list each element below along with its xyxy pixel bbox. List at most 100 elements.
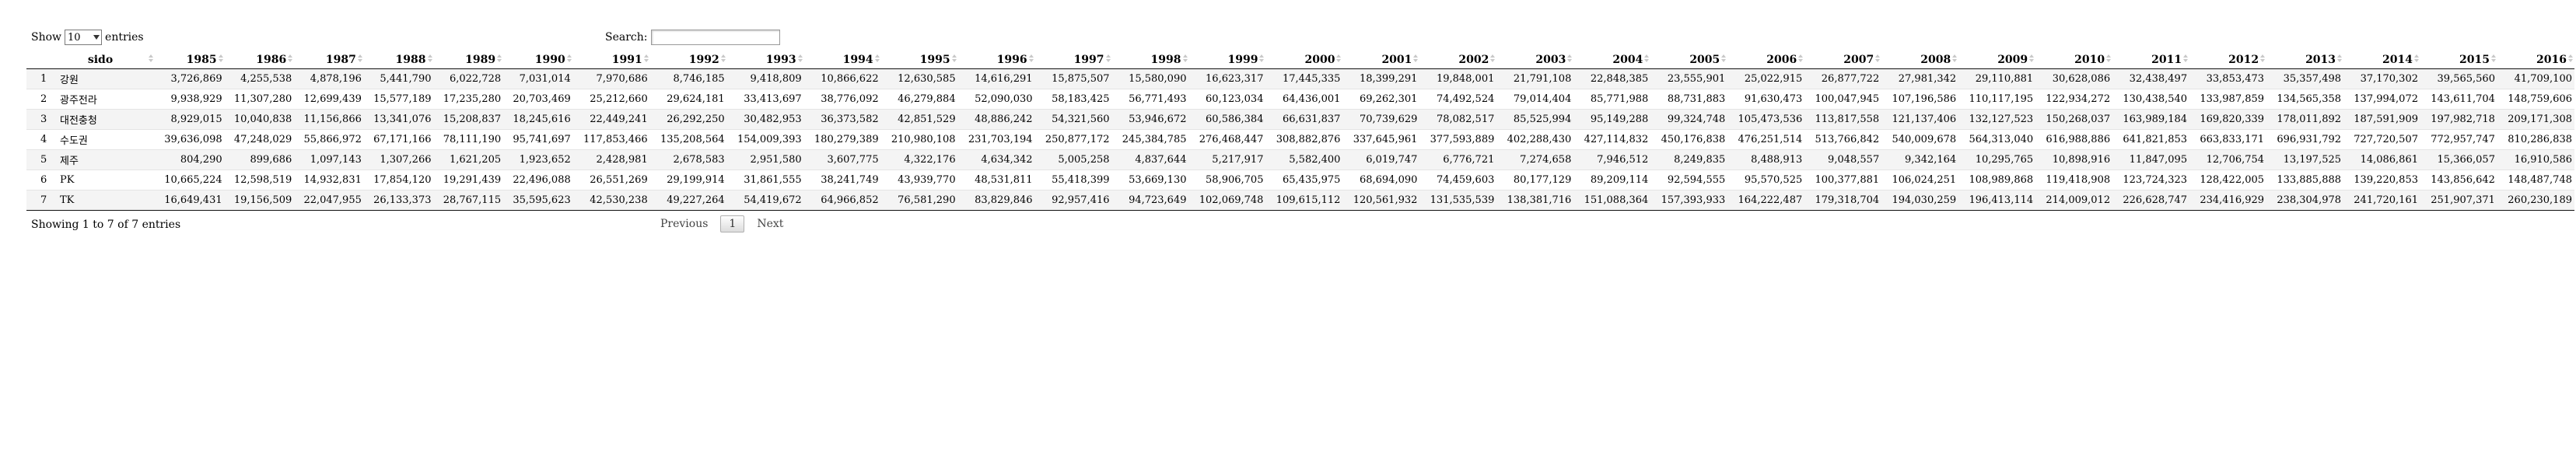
- value-cell: 19,156,509: [224, 190, 295, 211]
- column-header-1994[interactable]: 1994: [803, 51, 881, 69]
- value-cell: 402,288,430: [1496, 129, 1574, 150]
- value-cell: 135,208,564: [649, 129, 727, 150]
- value-cell: 15,366,057: [2420, 149, 2497, 170]
- sido-cell: 제주: [52, 149, 155, 170]
- sido-cell: 광주전라: [52, 89, 155, 110]
- page-length-select[interactable]: 10: [65, 30, 103, 45]
- table-row: 5 제주 804,290 899,686 1,097,143 1,307,266 1,621…: [26, 149, 2574, 170]
- column-header-2013[interactable]: 2013: [2266, 51, 2344, 69]
- sort-icon: [1413, 54, 1419, 62]
- column-header-2000[interactable]: 2000: [1265, 51, 1343, 69]
- column-header-label: 2009: [1997, 54, 2028, 66]
- value-cell: 276,468,447: [1188, 129, 1266, 150]
- value-cell: 66,631,837: [1265, 109, 1343, 130]
- column-header-1991[interactable]: 1991: [572, 51, 650, 69]
- value-cell: 65,435,975: [1265, 170, 1343, 191]
- value-cell: 2,951,580: [726, 149, 804, 170]
- column-header-1988[interactable]: 1988: [363, 51, 434, 69]
- value-cell: 245,384,785: [1111, 129, 1189, 150]
- value-cell: 11,847,095: [2112, 149, 2190, 170]
- table-row: 3 대전충청 8,929,015 10,040,838 11,156,866 13,341…: [26, 109, 2574, 130]
- column-header-2012[interactable]: 2012: [2189, 51, 2267, 69]
- value-cell: 25,212,660: [572, 89, 650, 110]
- column-header-1989[interactable]: 1989: [433, 51, 504, 69]
- value-cell: 58,906,705: [1188, 170, 1266, 191]
- column-header-1986[interactable]: 1986: [224, 51, 295, 69]
- search-input[interactable]: [650, 30, 780, 45]
- value-cell: 641,821,853: [2112, 129, 2190, 150]
- value-cell: 29,199,914: [649, 170, 727, 191]
- value-cell: 74,492,524: [1419, 89, 1497, 110]
- value-cell: 91,630,473: [1727, 89, 1805, 110]
- column-header-label: 1999: [1227, 54, 1258, 66]
- value-cell: 143,856,642: [2420, 170, 2497, 191]
- column-header-2015[interactable]: 2015: [2420, 51, 2497, 69]
- column-header-2011[interactable]: 2011: [2112, 51, 2190, 69]
- column-header-label: 2003: [1535, 54, 1566, 66]
- column-header-1990[interactable]: 1990: [503, 51, 573, 69]
- value-cell: 29,110,881: [1958, 68, 2036, 89]
- sort-icon: [1952, 54, 1958, 62]
- value-cell: 2,678,583: [649, 149, 727, 170]
- column-header-2016[interactable]: 2016: [2497, 51, 2574, 69]
- column-header-2014[interactable]: 2014: [2343, 51, 2420, 69]
- column-header-2004[interactable]: 2004: [1573, 51, 1651, 69]
- value-cell: 10,898,916: [2035, 149, 2113, 170]
- column-header-2007[interactable]: 2007: [1804, 51, 1882, 69]
- column-header-index: [26, 51, 52, 69]
- column-header-2006[interactable]: 2006: [1727, 51, 1805, 69]
- column-header-1995[interactable]: 1995: [880, 51, 958, 69]
- value-cell: 231,703,194: [957, 129, 1035, 150]
- column-header-1997[interactable]: 1997: [1034, 51, 1112, 69]
- value-cell: 2,428,981: [572, 149, 650, 170]
- table-row: 7 TK 16,649,431 19,156,509 22,047,955 26,133,…: [26, 190, 2574, 211]
- column-header-1993[interactable]: 1993: [726, 51, 804, 69]
- sort-icon: [797, 54, 803, 62]
- column-header-2008[interactable]: 2008: [1881, 51, 1959, 69]
- sido-cell: 수도권: [52, 129, 155, 150]
- column-header-1987[interactable]: 1987: [294, 51, 364, 69]
- next-button[interactable]: Next: [757, 218, 784, 230]
- data-table: sido 1985 1986 1987 1988 1989 1990 1991 1992 1993…: [26, 51, 2574, 211]
- value-cell: 4,878,196: [294, 68, 364, 89]
- previous-button[interactable]: Previous: [660, 218, 709, 230]
- value-cell: 540,009,678: [1881, 129, 1959, 150]
- column-header-2001[interactable]: 2001: [1342, 51, 1420, 69]
- value-cell: 5,441,790: [363, 68, 434, 89]
- column-header-label: 1994: [842, 54, 873, 66]
- table-body: 1 강원 3,726,869 4,255,538 4,878,196 5,441,790 6…: [26, 68, 2574, 211]
- column-header-1992[interactable]: 1992: [649, 51, 727, 69]
- value-cell: 241,720,161: [2343, 190, 2420, 211]
- value-cell: 109,615,112: [1265, 190, 1343, 211]
- value-cell: 260,230,189: [2497, 190, 2574, 211]
- column-header-2005[interactable]: 2005: [1650, 51, 1728, 69]
- value-cell: 117,853,466: [572, 129, 650, 150]
- page-button-1[interactable]: 1: [720, 215, 745, 232]
- value-cell: 95,741,697: [503, 129, 573, 150]
- column-header-2003[interactable]: 2003: [1496, 51, 1574, 69]
- table-footer: Showing 1 to 7 of 7 entries Previous 1 N…: [26, 211, 2574, 242]
- value-cell: 564,313,040: [1958, 129, 2036, 150]
- value-cell: 13,341,076: [363, 109, 434, 130]
- column-header-1996[interactable]: 1996: [957, 51, 1035, 69]
- column-header-2009[interactable]: 2009: [1958, 51, 2036, 69]
- column-header-2010[interactable]: 2010: [2035, 51, 2113, 69]
- column-header-2002[interactable]: 2002: [1419, 51, 1497, 69]
- column-header-1998[interactable]: 1998: [1111, 51, 1189, 69]
- column-header-1999[interactable]: 1999: [1188, 51, 1266, 69]
- value-cell: 35,595,623: [503, 190, 573, 211]
- value-cell: 194,030,259: [1881, 190, 1959, 211]
- column-header-1985[interactable]: 1985: [155, 51, 225, 69]
- column-header-sido[interactable]: sido: [52, 51, 155, 69]
- row-index-cell: 5: [26, 149, 52, 170]
- value-cell: 3,726,869: [155, 68, 225, 89]
- value-cell: 94,723,649: [1111, 190, 1189, 211]
- value-cell: 132,127,523: [1958, 109, 2036, 130]
- column-header-label: 1990: [534, 54, 565, 66]
- value-cell: 148,487,748: [2497, 170, 2574, 191]
- value-cell: 69,262,301: [1342, 89, 1420, 110]
- value-cell: 16,623,317: [1188, 68, 1266, 89]
- row-index-cell: 4: [26, 129, 52, 150]
- value-cell: 157,393,933: [1650, 190, 1728, 211]
- column-header-label: 2010: [2074, 54, 2105, 66]
